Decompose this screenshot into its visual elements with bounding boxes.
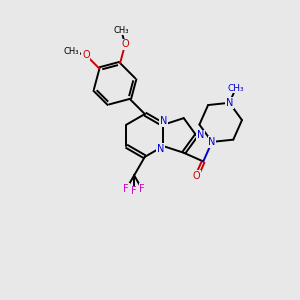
- Text: N: N: [160, 116, 167, 126]
- Text: F: F: [123, 184, 129, 194]
- Text: CH₃: CH₃: [113, 26, 129, 34]
- Text: F: F: [140, 184, 145, 194]
- Text: N: N: [157, 144, 164, 154]
- Text: N: N: [226, 98, 233, 108]
- Text: N: N: [197, 130, 205, 140]
- Text: F: F: [131, 186, 137, 197]
- Text: O: O: [121, 40, 129, 50]
- Text: N: N: [208, 137, 216, 147]
- Text: O: O: [82, 50, 90, 60]
- Text: CH₃: CH₃: [64, 46, 79, 56]
- Text: O: O: [193, 171, 201, 181]
- Text: CH₃: CH₃: [228, 84, 244, 93]
